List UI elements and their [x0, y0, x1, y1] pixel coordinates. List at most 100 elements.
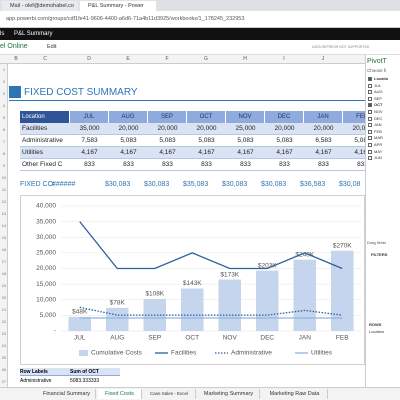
table-cell: 20,000: [304, 123, 343, 135]
powerbi-section: ls: [0, 31, 5, 37]
total-cell: ######: [52, 181, 76, 188]
sheet-tab[interactable]: Financial Summary: [38, 389, 96, 399]
table-cell: 833: [109, 159, 148, 171]
x-tick-label: DEC: [260, 335, 274, 342]
table-cell: 5,083: [148, 135, 187, 147]
x-tick-label: SEP: [148, 335, 161, 342]
y-tick-label: 20,000: [36, 265, 56, 272]
table-cell: 5,083: [226, 135, 265, 147]
powerbi-title: P&L Summary: [14, 31, 53, 37]
field-label: FEB: [374, 128, 382, 134]
row-number: 15: [1, 235, 7, 240]
total-cell: $30,08: [339, 181, 361, 188]
field-checkbox[interactable]: [368, 136, 372, 141]
field-checkbox[interactable]: [368, 123, 372, 128]
excel-app: el Online: [0, 43, 28, 50]
bar: [256, 270, 279, 331]
table-cell: 7,583: [70, 135, 109, 147]
bar: [181, 288, 204, 331]
table-cell: 833: [343, 159, 365, 171]
field-checkbox[interactable]: [368, 90, 372, 95]
table-cell: 5,083: [343, 135, 365, 147]
data-label: $143K: [183, 280, 202, 287]
table-cell: 833: [265, 159, 304, 171]
table-header-cell: NOV: [226, 111, 265, 123]
table-cell: 20,000: [148, 123, 187, 135]
row-number: 23: [1, 331, 7, 336]
table-header-cell: DEC: [265, 111, 304, 123]
row-number: 1: [2, 67, 6, 72]
field-label: NOV: [374, 109, 383, 114]
field-checkbox[interactable]: [368, 156, 372, 161]
field-checkbox[interactable]: [368, 96, 372, 101]
sheet-tab[interactable]: Marketing Raw Data: [262, 389, 328, 399]
table-cell: 5,083: [109, 135, 148, 147]
field-checkbox[interactable]: [368, 116, 372, 121]
table-cell: 5,083: [187, 135, 226, 147]
row-number: 21: [1, 307, 7, 312]
row-number: 2: [2, 79, 6, 84]
table-cell: 6,583: [304, 135, 343, 147]
table-cell: 4,167: [148, 147, 187, 159]
sheet: B C D E F G H I J 1 2 3 4 5 6 7 8 9 10 11 12 13 14 15 16 17 18 19 20…: [0, 55, 365, 387]
row-number: 25: [1, 355, 7, 360]
field-checkbox[interactable]: [368, 129, 372, 134]
bar: [68, 316, 91, 331]
sheet-tab[interactable]: Fixed Costs: [98, 389, 142, 399]
pane-filters: FILTERS: [371, 252, 388, 257]
x-tick-label: OCT: [185, 335, 199, 342]
x-tick-label: NOV: [223, 335, 238, 342]
edit-menu[interactable]: Edit: [47, 44, 57, 50]
table-cell: 20,000: [343, 123, 365, 135]
row-number: 22: [1, 319, 7, 324]
row-number: 7: [2, 139, 6, 144]
legend-label: Facilities: [171, 350, 197, 357]
line-series: [79, 306, 343, 316]
column-letter: D: [87, 56, 91, 62]
field-checkbox[interactable]: [368, 83, 372, 88]
column-letter: E: [126, 56, 130, 62]
field-label: AUG: [374, 89, 383, 95]
row-number: 12: [1, 199, 7, 204]
table-cell: 833: [226, 159, 265, 171]
row-number: 11: [1, 187, 7, 192]
legend-label: Administrative: [231, 350, 272, 357]
field-checkbox[interactable]: [368, 77, 372, 81]
sheet-title: FIXED COST SUMMARY: [24, 87, 138, 98]
pivot-cell: Administrative: [20, 378, 52, 384]
field-label: APR: [374, 142, 383, 147]
pivot-cell: 5083.333333: [70, 378, 100, 384]
field-checkbox[interactable]: [368, 149, 372, 154]
row-header-bar: [0, 64, 8, 387]
address[interactable]: app.powerbi.com/groups/cdf1fe41-9606-440…: [6, 16, 245, 22]
x-tick-label: AUG: [110, 335, 124, 342]
table-cell: 4,167: [343, 147, 365, 159]
powerbi-bar: [0, 28, 400, 40]
browser-tab[interactable]: P&L Summary - Power: [80, 1, 156, 11]
column-letter: B: [14, 56, 18, 62]
field-checkbox[interactable]: [368, 143, 372, 147]
table-header-cell: AUG: [109, 111, 148, 123]
title-icon: [9, 86, 21, 98]
y-tick-label: -: [54, 328, 56, 335]
total-cell: $30,083: [144, 181, 170, 188]
table-header-cell: OCT: [187, 111, 226, 123]
field-checkbox[interactable]: [368, 103, 372, 108]
total-cell: $30,083: [105, 181, 131, 188]
y-tick-label: 40,000: [36, 203, 56, 210]
y-tick-label: 15,000: [36, 281, 56, 288]
y-tick-label: 30,000: [36, 234, 56, 241]
row-number: 14: [1, 223, 7, 228]
field-label: Locatio: [374, 76, 389, 81]
field-checkbox[interactable]: [368, 110, 372, 114]
total-cell: $30,083: [261, 181, 287, 188]
row-number: 19: [1, 283, 7, 288]
table-cell: 25,000: [226, 123, 265, 135]
row-number: 20: [1, 295, 7, 300]
row-number: 27: [1, 379, 7, 384]
sheet-tab[interactable]: Case Sales - Excel: [143, 389, 196, 399]
sheet-tab[interactable]: Marketing Summary: [198, 389, 260, 399]
browser-tab[interactable]: Mail - olef@demohabel.co: [2, 1, 78, 11]
line-series: [79, 221, 343, 270]
